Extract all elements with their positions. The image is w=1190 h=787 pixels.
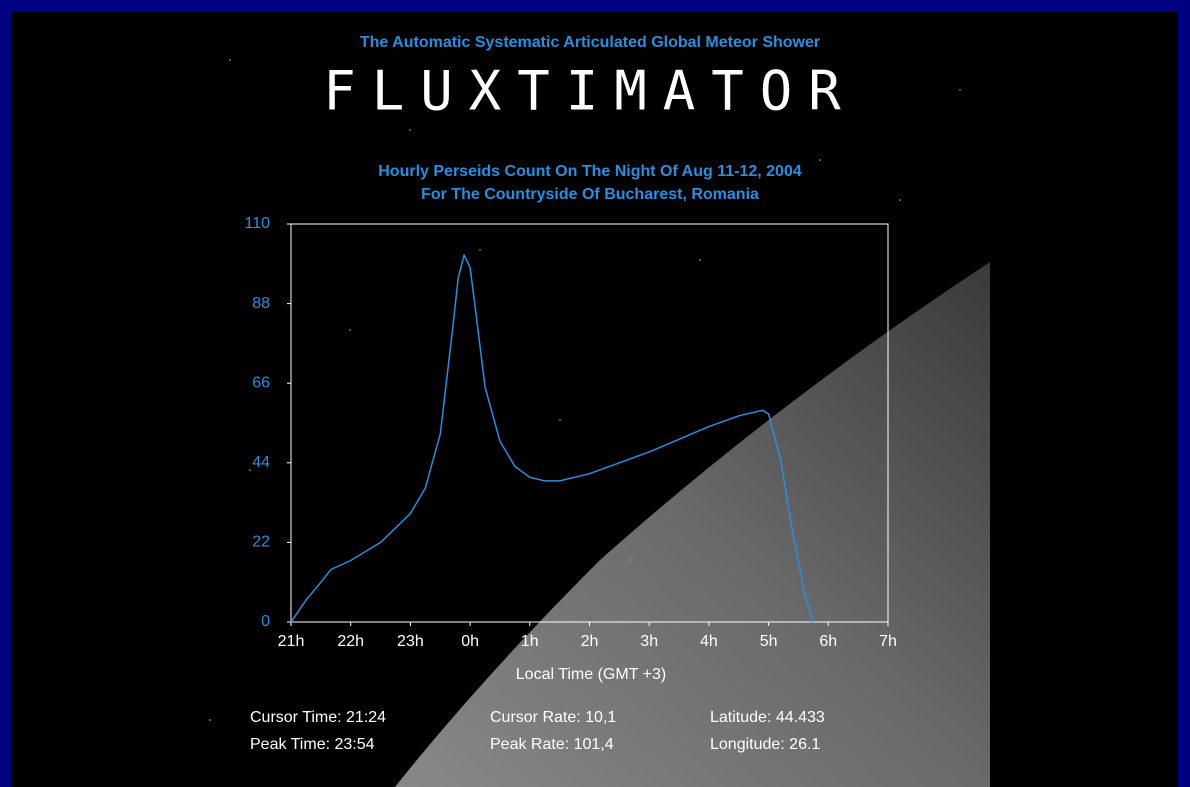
info-field: Longitude: 26.1 xyxy=(710,736,820,753)
x-tick-label: 6h xyxy=(819,633,837,650)
y-tick-label: 66 xyxy=(252,374,270,391)
header-title: FLUXTIMATOR xyxy=(323,60,857,123)
header-subtitle: The Automatic Systematic Articulated Glo… xyxy=(360,34,820,51)
y-tick-label: 88 xyxy=(252,295,270,312)
info-field: Peak Time: 23:54 xyxy=(250,736,375,753)
x-tick-label: 3h xyxy=(640,633,658,650)
x-tick-label: 22h xyxy=(337,633,364,650)
x-tick-label: 7h xyxy=(879,633,897,650)
chart-title: For The Countryside Of Bucharest, Romani… xyxy=(421,186,759,203)
stars xyxy=(209,59,961,721)
info-field: Cursor Time: 21:24 xyxy=(250,709,386,726)
data-line xyxy=(290,254,815,623)
y-tick-label: 0 xyxy=(261,613,270,630)
y-tick-label: 110 xyxy=(244,215,270,232)
y-tick-label: 22 xyxy=(252,534,270,551)
x-tick-label: 1h xyxy=(521,633,539,650)
earth xyxy=(395,262,990,787)
chart-title: Hourly Perseids Count On The Night Of Au… xyxy=(378,163,802,180)
x-axis-label: Local Time (GMT +3) xyxy=(516,666,666,683)
x-tick-label: 4h xyxy=(700,633,718,650)
x-tick-label: 0h xyxy=(461,633,479,650)
x-tick-label: 5h xyxy=(760,633,778,650)
x-tick-label: 2h xyxy=(581,633,599,650)
info-field: Cursor Rate: 10,1 xyxy=(490,709,616,726)
x-tick-label: 23h xyxy=(397,633,424,650)
info-field: Peak Rate: 101,4 xyxy=(490,736,614,753)
info-field: Latitude: 44.433 xyxy=(710,709,825,726)
x-tick-label: 21h xyxy=(278,633,305,650)
y-tick-label: 44 xyxy=(252,454,270,471)
